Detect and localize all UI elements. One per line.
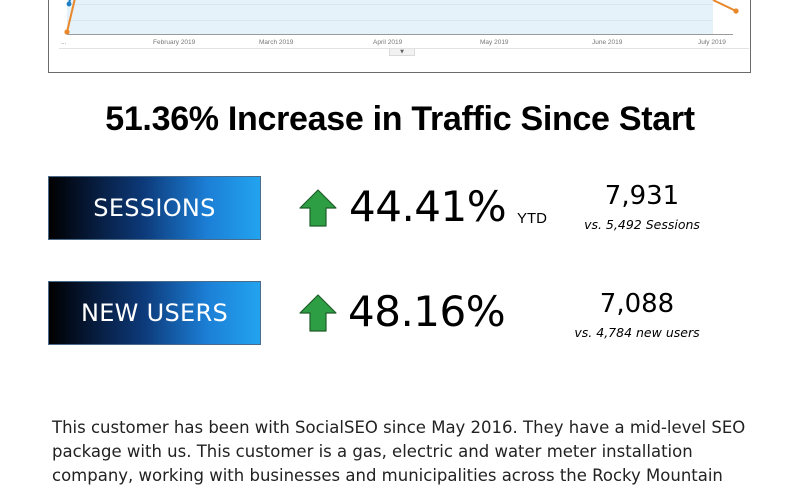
new-users-comparison: vs. 4,784 new users bbox=[574, 325, 700, 340]
chart-plot-area bbox=[67, 0, 713, 35]
x-tick-label: April 2019 bbox=[373, 39, 403, 46]
page-title: 51.36% Increase in Traffic Since Start bbox=[105, 100, 695, 138]
chart-divider bbox=[59, 48, 749, 49]
x-tick-label: May 2019 bbox=[480, 39, 509, 46]
x-tick-label: July 2019 bbox=[698, 39, 726, 46]
chart-collapse-button[interactable]: ▼ bbox=[389, 49, 415, 56]
grid-line bbox=[67, 20, 713, 21]
chevron-down-icon: ▼ bbox=[400, 49, 404, 55]
x-tick-label: ... bbox=[61, 39, 67, 46]
grid-line bbox=[67, 4, 713, 5]
description-line: company, working with businesses and mun… bbox=[52, 466, 723, 485]
metric-label: NEW USERS bbox=[80, 299, 229, 327]
up-arrow-icon bbox=[299, 294, 337, 332]
description-line: This customer has been with SocialSEO si… bbox=[52, 418, 746, 437]
x-tick-label: March 2019 bbox=[259, 39, 294, 46]
x-tick-label: February 2019 bbox=[153, 39, 196, 46]
metric-label: SESSIONS bbox=[93, 194, 216, 222]
up-arrow-icon bbox=[299, 189, 337, 227]
sessions-value: 7,931 bbox=[604, 181, 680, 211]
new-users-percent-change: 48.16% bbox=[348, 287, 506, 336]
sessions-label-box: SESSIONS bbox=[48, 176, 261, 240]
sessions-percent-change: 44.41% bbox=[349, 182, 507, 231]
x-tick-label: June 2019 bbox=[592, 39, 623, 46]
customer-description: This customer has been with SocialSEO si… bbox=[52, 416, 772, 488]
description-line: package with us. This customer is a gas,… bbox=[52, 442, 693, 461]
new-users-value: 7,088 bbox=[599, 289, 675, 319]
new-users-label-box: NEW USERS bbox=[48, 281, 261, 345]
chart-lines bbox=[64, 0, 739, 35]
sessions-comparison: vs. 5,492 Sessions bbox=[584, 217, 700, 232]
ytd-label: YTD bbox=[517, 210, 547, 227]
x-axis bbox=[67, 34, 733, 35]
traffic-chart: ... February 2019 March 2019 April 2019 … bbox=[48, 0, 751, 73]
